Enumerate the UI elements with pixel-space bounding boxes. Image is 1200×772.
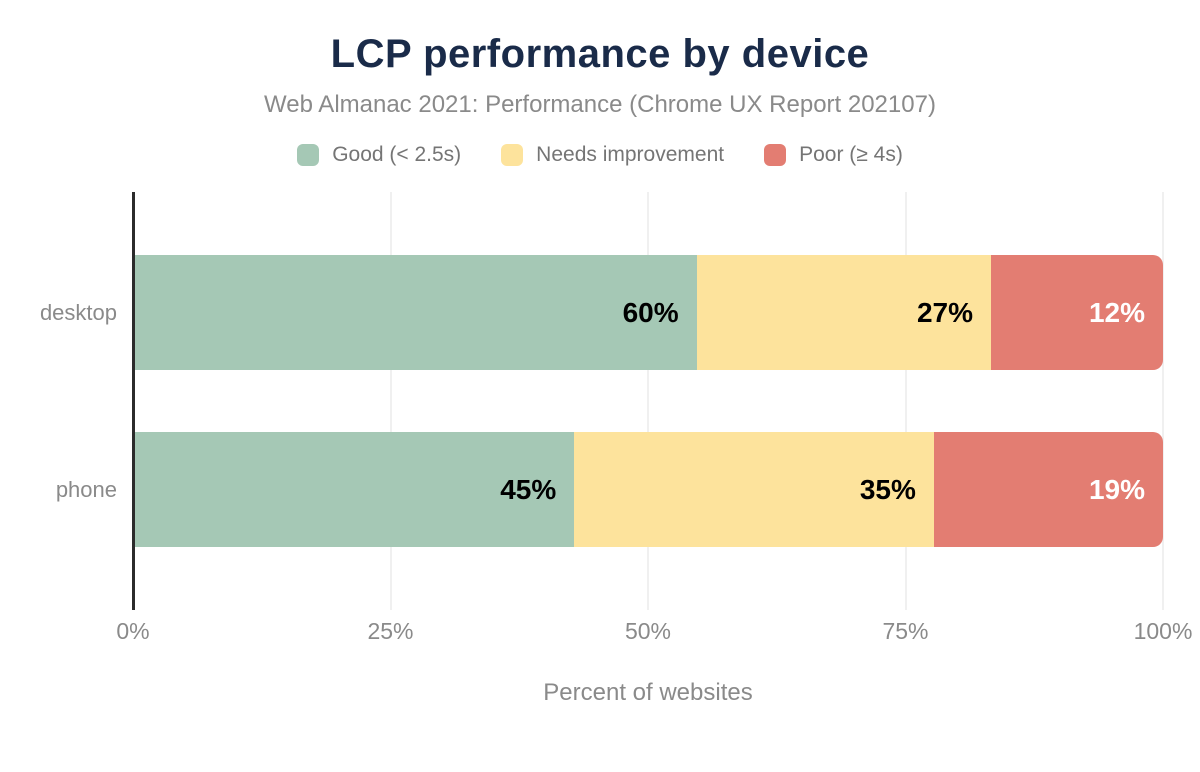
bar-segment-desktop-good-2-5s: 60% [133,255,697,370]
bar-value-label: 35% [859,473,916,505]
y-axis-label-desktop: desktop [39,299,117,325]
bar-phone: 45% 35% 19% [133,432,1163,547]
x-tick-75: 75% [882,618,929,644]
legend-label: Needs improvement [536,143,725,166]
legend-swatch-good-2-5s [297,144,320,166]
bar-value-label: 27% [916,296,974,328]
y-axis-label-phone: phone [55,476,117,502]
legend-item-needs-improvement: Needs improvement [501,143,724,167]
x-axis-title: Percent of websites [543,679,753,706]
bar-segment-desktop-needs-improvement: 27% [696,255,992,370]
y-axis-line [132,192,135,610]
bar-segment-phone-poor-4s: 19% [933,432,1163,547]
legend-swatch-poor-4s [764,144,787,166]
legend-swatch-needs-improvement [501,144,524,166]
bar-value-label: 60% [622,296,679,328]
gridline-25 [389,192,392,610]
legend-label: Poor (≥ 4s) [799,143,903,166]
bar-segment-desktop-poor-4s: 12% [991,255,1163,370]
x-tick-25: 25% [367,618,414,644]
bar-value-label: 12% [1088,296,1145,328]
bar-segment-phone-good-2-5s: 45% [133,432,575,547]
x-tick-50: 50% [624,618,672,644]
x-tick-0: 0% [116,618,150,644]
legend-label: Good (< 2.5s) [332,143,462,166]
plot-area: desktop 60% 27% 12% phone 45% 35% 19% [40,192,1164,610]
gridline-100 [1162,192,1164,610]
gridline-50 [647,192,649,610]
chart-title: LCP performance by device [330,32,870,76]
x-axis-ticks: 0% 25% 50% 75% 100% [116,616,1192,646]
chart-container: LCP performance by device Web Almanac 20… [0,30,1200,708]
chart-subtitle: Web Almanac 2021: Performance (Chrome UX… [264,91,936,118]
bar-value-label: 45% [500,473,557,505]
bar-value-label: 19% [1088,473,1145,505]
bar-desktop: 60% 27% 12% [133,255,1163,370]
legend-item-good-2-5s: Good (< 2.5s) [297,143,461,167]
bar-segment-phone-needs-improvement: 35% [574,432,934,547]
x-tick-100: 100% [1133,618,1193,644]
legend-item-poor-4s: Poor (≥ 4s) [764,143,903,167]
legend: Good (< 2.5s) Needs improvement Poor (≥ 4s… [0,140,1200,170]
gridline-75 [904,192,907,610]
